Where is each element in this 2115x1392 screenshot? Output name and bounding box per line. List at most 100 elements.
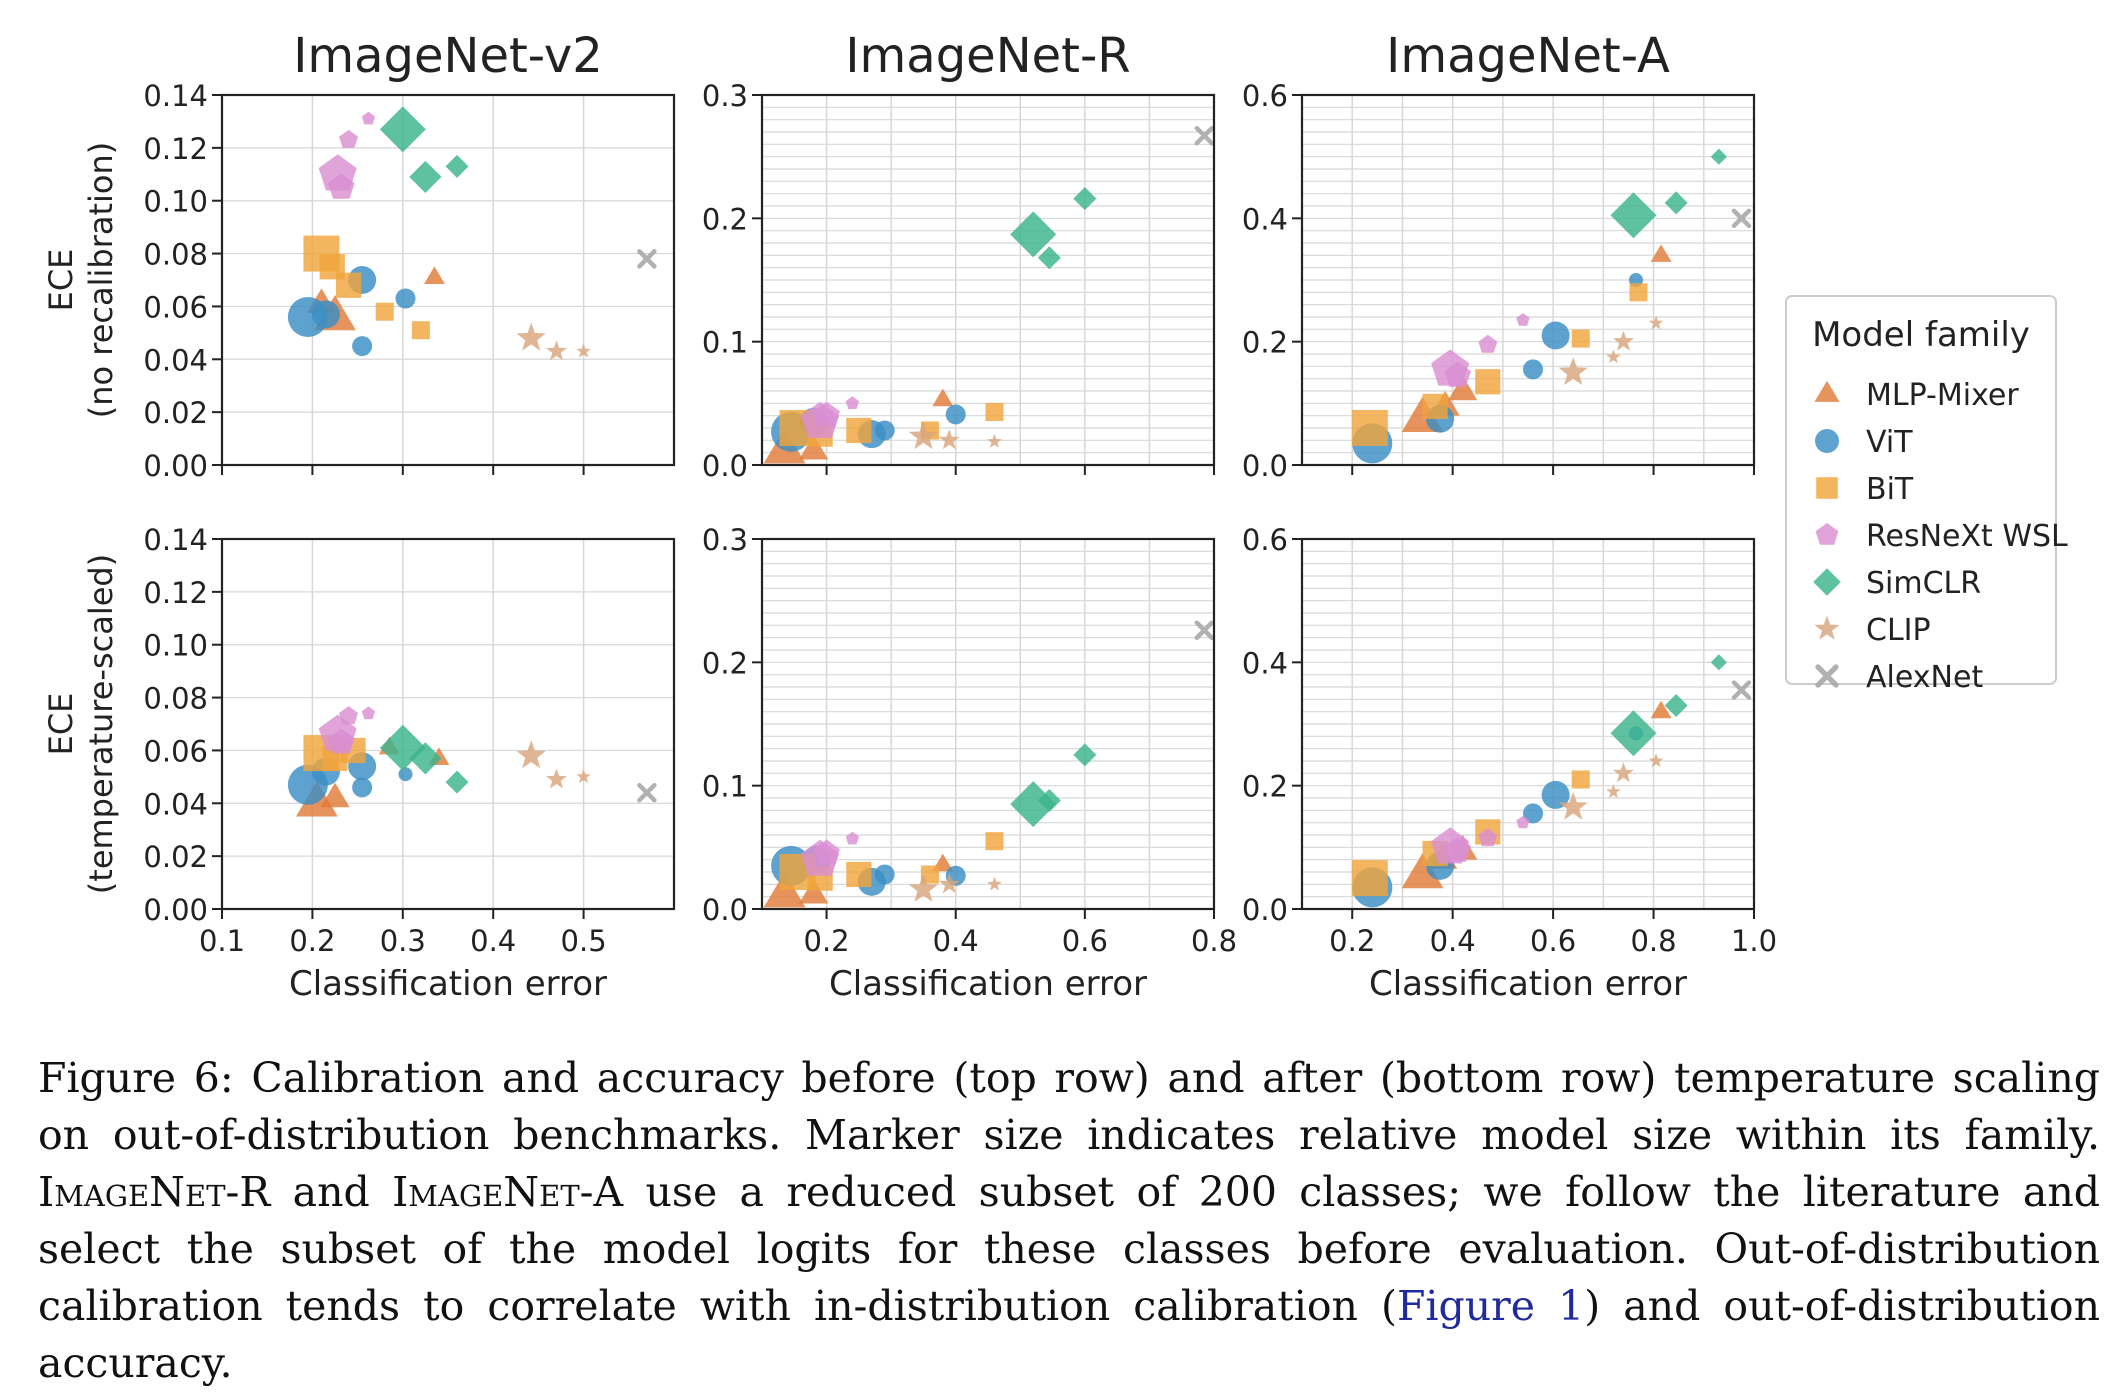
x-tick-label: 0.6 [1062, 924, 1108, 958]
point-bit [920, 865, 939, 884]
caption-dataset-a: ImageNet-A [392, 1168, 624, 1216]
y-tick-label: 0.1 [702, 770, 748, 804]
y-tick-label: 0.12 [143, 132, 208, 166]
caption-figure-link[interactable]: Figure 1 [1396, 1282, 1585, 1330]
y-tick-label: 0.0 [702, 893, 748, 927]
point-bit [1571, 329, 1590, 348]
point-clip [1648, 315, 1664, 330]
point-vit [1541, 321, 1570, 350]
point-clip [1613, 330, 1634, 351]
point-bit [1351, 410, 1388, 446]
legend-item-clip: CLIP [1814, 613, 1931, 648]
point-resnext-wsl [1478, 334, 1498, 353]
y-tick-label: 0.00 [143, 893, 208, 927]
point-clip [516, 740, 546, 769]
panel-1-2: 0.0 0.2 0.4 0.6 0.2 0.4 0.6 0.8 1.0 Classificatio… [1242, 523, 1777, 1004]
panel-0-1: 0.0 0.1 0.2 0.3 [702, 79, 1216, 483]
y-tick-label: 0.08 [143, 238, 208, 272]
point-resnext-wsl [339, 706, 359, 725]
point-resnext-wsl [328, 728, 355, 754]
y-tick-label: 0.0 [1242, 449, 1288, 483]
y-tick-label: 0.3 [702, 523, 748, 557]
legend-item-vit: ViT [1815, 425, 1913, 460]
point-resnext-wsl [328, 173, 355, 199]
point-clip [546, 768, 567, 789]
point-resnext-wsl [361, 706, 376, 720]
x-tick-label: 0.4 [933, 924, 979, 958]
legend: Model family MLP-Mixer ViT BiT ResNeXt WSL Si… [1785, 295, 2068, 695]
point-alexnet [1194, 125, 1215, 146]
y-tick-label: 0.08 [143, 682, 208, 716]
row-1-ylabel: ECE (temperature-scaled) [42, 554, 120, 894]
point-bit [1629, 283, 1648, 302]
y-tick-label: 0.02 [143, 840, 208, 874]
x-axis-label: Classification error [1369, 964, 1687, 1004]
point-vit [352, 336, 373, 357]
point-simclr [1664, 694, 1688, 717]
y-tick-label: 0.2 [1242, 326, 1288, 360]
point-bit [1422, 393, 1448, 420]
point-simclr [1037, 788, 1061, 812]
point-clip [576, 343, 591, 358]
point-clip [1558, 791, 1588, 820]
axes-frame [220, 93, 676, 467]
point-alexnet [1194, 620, 1215, 641]
point-resnext-wsl [361, 111, 376, 125]
x-tick-label: 0.2 [1329, 924, 1375, 958]
panel-1-0: 0.00 0.02 0.04 0.06 0.08 0.10 0.12 0.14 0.1 0.2 0.… [143, 523, 676, 1004]
x-tick-label: 0.1 [199, 924, 245, 958]
x-tick-label: 0.2 [804, 924, 850, 958]
point-bit [846, 417, 872, 444]
y-tick-label: 0.2 [1242, 770, 1288, 804]
legend-label-mlp-mixer: MLP-Mixer [1866, 378, 2019, 413]
x-axis-label: Classification error [829, 964, 1147, 1004]
y-tick-label: 0.2 [702, 646, 748, 680]
x-axis-label: Classification error [289, 964, 607, 1004]
point-bit [375, 302, 394, 321]
legend-item-mlp-mixer: MLP-Mixer [1814, 378, 2019, 413]
legend-marker-resnext-wsl [1815, 523, 1839, 545]
legend-item-alexnet: AlexNet [1815, 660, 1983, 695]
legend-marker-clip [1814, 615, 1840, 640]
point-simclr [1010, 781, 1057, 828]
axes-frame [760, 93, 1216, 467]
point-resnext-wsl [1516, 815, 1530, 829]
legend-item-bit: BiT [1816, 472, 1914, 507]
point-clip [987, 876, 1002, 891]
point-simclr [445, 154, 469, 178]
caption-text-1: Calibration and accuracy before (top row… [38, 1054, 2100, 1159]
point-resnext-wsl [1478, 828, 1498, 847]
y-tick-label: 0.00 [143, 449, 208, 483]
point-bit [1351, 860, 1388, 897]
point-mlp-mixer [1448, 375, 1478, 401]
y-tick-label: 0.6 [1242, 523, 1288, 557]
y-tick-label: 0.02 [143, 396, 208, 430]
ylabel-line-2: (no recalibration) [82, 142, 120, 419]
point-simclr [1610, 710, 1657, 757]
point-clip [908, 873, 939, 902]
legend-marker-vit [1815, 429, 1839, 453]
panel-0-0: 0.00 0.02 0.04 0.06 0.08 0.10 0.12 0.14 [143, 79, 676, 483]
caption-text-2: use a reduced subset of 200 classes; we … [38, 1168, 2100, 1330]
legend-marker-simclr [1813, 568, 1841, 596]
y-tick-label: 0.4 [1242, 646, 1288, 680]
legend-title: Model family [1812, 315, 2030, 355]
legend-label-vit: ViT [1866, 425, 1913, 460]
point-bit [985, 832, 1004, 851]
point-mlp-mixer [423, 266, 445, 284]
point-mlp-mixer [1650, 700, 1672, 719]
point-clip [908, 421, 939, 450]
legend-item-resnext-wsl: ResNeXt WSL [1815, 519, 2068, 554]
point-simclr [379, 106, 426, 153]
point-vit [1541, 780, 1570, 809]
point-vit [945, 404, 966, 425]
point-clip [1558, 357, 1588, 385]
point-clip [1648, 753, 1664, 768]
point-simclr [1610, 192, 1657, 239]
point-mlp-mixer [799, 878, 829, 904]
legend-marker-alexnet [1815, 664, 1839, 688]
point-bit [335, 272, 362, 298]
point-vit [1523, 803, 1544, 824]
point-resnext-wsl [339, 129, 359, 148]
